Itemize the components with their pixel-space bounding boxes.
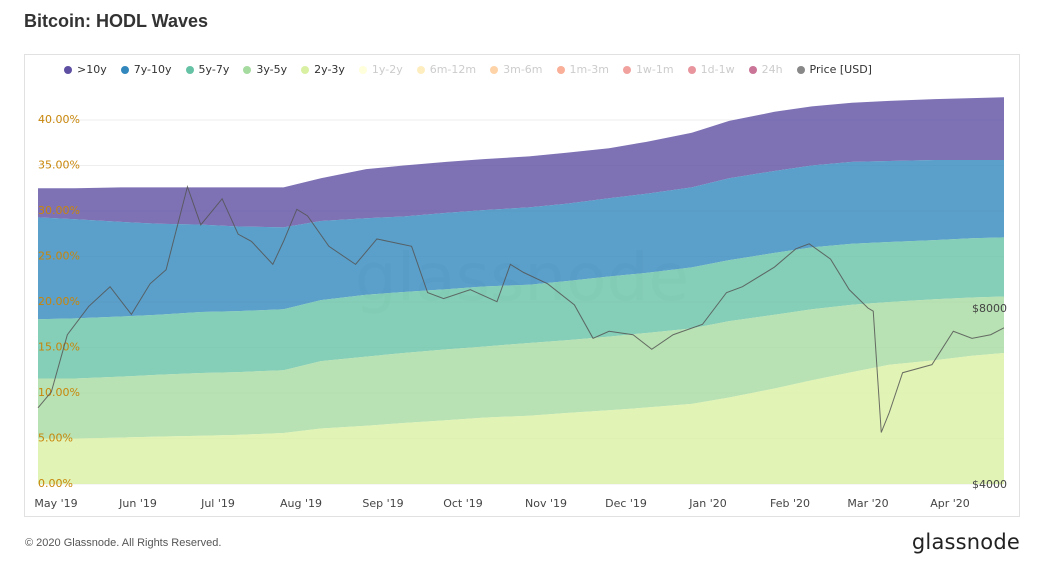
y-tick-label: 35.00% bbox=[38, 159, 80, 172]
legend-swatch bbox=[796, 65, 805, 74]
x-tick-label: Oct '19 bbox=[443, 497, 483, 510]
legend-swatch bbox=[687, 65, 696, 74]
y-tick-label: 20.00% bbox=[38, 295, 80, 308]
legend-label: Price [USD] bbox=[809, 63, 872, 76]
legend-swatch bbox=[120, 65, 129, 74]
x-tick-label: Jun '19 bbox=[118, 497, 157, 510]
legend-swatch bbox=[64, 65, 72, 74]
legend-item-4[interactable]: 2y-3y bbox=[301, 63, 345, 76]
y-tick-label: 40.00% bbox=[38, 113, 80, 126]
x-tick-label: Aug '19 bbox=[280, 497, 322, 510]
legend-label: 5y-7y bbox=[198, 63, 230, 76]
legend-swatch bbox=[490, 65, 499, 74]
price-tick-label: $4000 bbox=[972, 478, 1007, 491]
legend-label: 3m-6m bbox=[503, 63, 543, 76]
legend-item-6[interactable]: 6m-12m bbox=[416, 63, 477, 76]
area-3y-5y bbox=[38, 296, 1004, 439]
legend-item-3[interactable]: 3y-5y bbox=[243, 63, 287, 76]
legend-item-0[interactable]: >10y bbox=[64, 63, 107, 76]
legend-label: 1m-3m bbox=[569, 63, 609, 76]
legend-label: 1w-1m bbox=[635, 63, 674, 76]
area-2y-3y bbox=[38, 352, 1004, 484]
legend-label: 24h bbox=[761, 63, 783, 76]
y-tick-label: 10.00% bbox=[38, 386, 80, 399]
y-tick-label: 0.00% bbox=[38, 477, 73, 490]
area--10y bbox=[38, 97, 1004, 228]
legend-label: 1y-2y bbox=[371, 63, 403, 76]
legend-item-11[interactable]: 24h bbox=[748, 63, 783, 76]
x-tick-label: Sep '19 bbox=[362, 497, 403, 510]
x-tick-label: Nov '19 bbox=[525, 497, 567, 510]
x-tick-label: Jan '20 bbox=[688, 497, 726, 510]
legend-swatch bbox=[358, 65, 367, 74]
legend-item-12[interactable]: Price [USD] bbox=[796, 63, 872, 76]
legend-label: 1d-1w bbox=[700, 63, 735, 76]
legend-label: 7y-10y bbox=[133, 63, 172, 76]
x-tick-label: Jul '19 bbox=[200, 497, 235, 510]
legend-item-7[interactable]: 3m-6m bbox=[490, 63, 543, 76]
chart-title: Bitcoin: HODL Waves bbox=[24, 11, 209, 31]
x-tick-label: Apr '20 bbox=[930, 497, 970, 510]
legend-label: 6m-12m bbox=[429, 63, 477, 76]
copyright-text: © 2020 Glassnode. All Rights Reserved. bbox=[25, 537, 222, 549]
price-tick-label: $8000 bbox=[972, 302, 1007, 315]
legend-swatch bbox=[748, 65, 757, 74]
legend-item-2[interactable]: 5y-7y bbox=[185, 63, 230, 76]
y-tick-label: 15.00% bbox=[38, 341, 80, 354]
glassnode-logo[interactable]: glassnode bbox=[911, 530, 1020, 554]
legend-label: 2y-3y bbox=[314, 63, 345, 76]
legend-swatch bbox=[556, 65, 565, 74]
legend-label: 3y-5y bbox=[256, 63, 288, 76]
area-5y-7y bbox=[38, 237, 1004, 379]
legend-swatch bbox=[243, 65, 252, 74]
legend-item-5[interactable]: 1y-2y bbox=[358, 63, 403, 76]
legend-item-9[interactable]: 1w-1m bbox=[622, 63, 674, 76]
legend-label: >10y bbox=[77, 63, 107, 76]
legend-swatch bbox=[185, 65, 194, 74]
y-tick-label: 30.00% bbox=[38, 204, 80, 217]
x-tick-label: Dec '19 bbox=[605, 497, 647, 510]
y-tick-label: 5.00% bbox=[38, 432, 73, 445]
legend-swatch bbox=[301, 65, 310, 74]
x-tick-label: Mar '20 bbox=[847, 497, 888, 510]
x-tick-label: May '19 bbox=[34, 497, 77, 510]
y-tick-label: 25.00% bbox=[38, 250, 80, 263]
price-line bbox=[37, 184, 1005, 433]
chart-legend: >10y 7y-10y 5y-7y 3y-5y 2y-3y 1y-2y 6m-12m 3m-6… bbox=[64, 63, 886, 76]
legend-swatch bbox=[416, 65, 425, 74]
legend-swatch bbox=[622, 65, 631, 74]
legend-item-1[interactable]: 7y-10y bbox=[120, 63, 172, 76]
x-tick-label: Feb '20 bbox=[770, 497, 810, 510]
legend-item-8[interactable]: 1m-3m bbox=[556, 63, 609, 76]
area-7y-10y bbox=[38, 160, 1004, 320]
legend-item-10[interactable]: 1d-1w bbox=[687, 63, 735, 76]
